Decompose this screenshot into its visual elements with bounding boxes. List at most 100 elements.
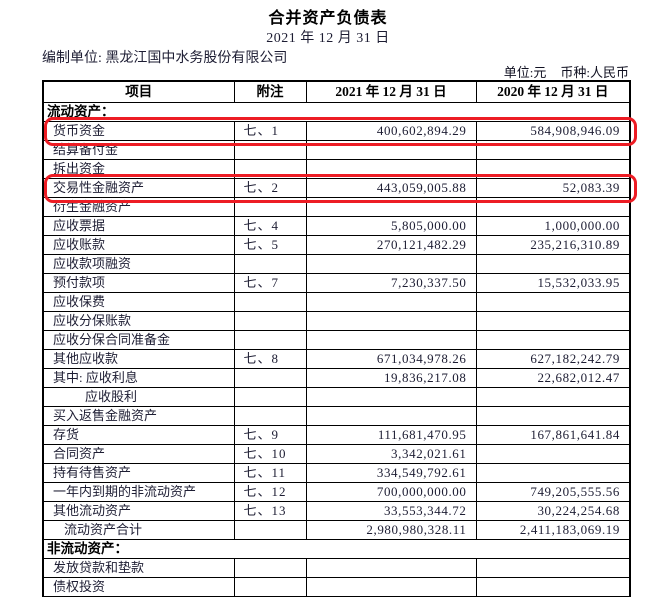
- report-date: 2021 年 12 月 31 日: [266, 31, 390, 46]
- value-2020-cell: 167,861,641.84: [475, 425, 631, 445]
- value-2021-cell: 33,553,344.72: [305, 501, 477, 521]
- value-2021-cell: 19,836,217.08: [305, 368, 477, 388]
- item-cell: 其他流动资产: [42, 501, 235, 521]
- note-cell: [233, 254, 307, 274]
- value-2021-cell: [305, 558, 477, 578]
- value-2021-cell: [305, 254, 477, 274]
- item-cell: 买入返售金融资产: [42, 406, 235, 426]
- section-header-cell: 非流动资产：: [42, 539, 631, 559]
- table-row: 预付款项 七、7 7,230,337.50 15,532,033.95: [42, 273, 631, 293]
- table-row: 交易性金融资产 七、2 443,059,005.88 52,083.39: [42, 178, 631, 198]
- table-row: 流动资产：: [42, 102, 631, 122]
- item-cell: 应收分保账款: [42, 311, 235, 331]
- note-cell: [233, 140, 307, 160]
- balance-sheet-table: 项目 附注 2021 年 12 月 31 日 2020 年 12 月 31 日 …: [42, 80, 631, 597]
- value-2020-cell: 584,908,946.09: [475, 121, 631, 141]
- table-row: 应收分保账款: [42, 311, 631, 331]
- item-cell: 发放贷款和垫款: [42, 558, 235, 578]
- page-title: 合并资产负债表: [268, 10, 388, 27]
- note-cell: [233, 330, 307, 350]
- note-cell: 七、11: [233, 463, 307, 483]
- note-cell: 七、10: [233, 444, 307, 464]
- value-2021-cell: 443,059,005.88: [305, 178, 477, 198]
- value-2021-cell: 2,980,980,328.11: [305, 520, 477, 540]
- value-2020-cell: [475, 311, 631, 331]
- value-2021-cell: [305, 159, 477, 179]
- value-2020-cell: [475, 406, 631, 426]
- note-cell: [233, 387, 307, 407]
- table-row: 拆出资金: [42, 159, 631, 179]
- currency-label: 币种:人民币: [560, 65, 629, 80]
- item-cell: 应收股利: [42, 387, 235, 407]
- item-cell: 合同资产: [42, 444, 235, 464]
- value-2020-cell: [475, 444, 631, 464]
- column-header-item: 项目: [42, 80, 235, 103]
- value-2021-cell: 5,805,000.00: [305, 216, 477, 236]
- note-cell: 七、12: [233, 482, 307, 502]
- value-2021-cell: [305, 577, 477, 597]
- table-row: 应收账款 七、5 270,121,482.29 235,216,310.89: [42, 235, 631, 255]
- value-2020-cell: 30,224,254.68: [475, 501, 631, 521]
- item-cell: 其中: 应收利息: [42, 368, 235, 388]
- item-cell: 应收款项融资: [42, 254, 235, 274]
- note-cell: [233, 197, 307, 217]
- value-2020-cell: 2,411,183,069.19: [475, 520, 631, 540]
- section-header-cell: 流动资产：: [42, 102, 631, 122]
- note-cell: 七、1: [233, 121, 307, 141]
- note-cell: [233, 292, 307, 312]
- item-cell: 应收保费: [42, 292, 235, 312]
- item-cell: 其他应收款: [42, 349, 235, 369]
- note-cell: 七、5: [233, 235, 307, 255]
- value-2020-cell: [475, 463, 631, 483]
- value-2020-cell: [475, 140, 631, 160]
- value-2021-cell: [305, 330, 477, 350]
- item-cell: 拆出资金: [42, 159, 235, 179]
- value-2020-cell: [475, 387, 631, 407]
- value-2021-cell: 3,342,021.61: [305, 444, 477, 464]
- table-row: 合同资产 七、10 3,342,021.61: [42, 444, 631, 464]
- table-row: 应收分保合同准备金: [42, 330, 631, 350]
- value-2020-cell: [475, 292, 631, 312]
- value-2020-cell: 1,000,000.00: [475, 216, 631, 236]
- item-cell: 结算备付金: [42, 140, 235, 160]
- value-2020-cell: 22,682,012.47: [475, 368, 631, 388]
- table-row: 应收保费: [42, 292, 631, 312]
- item-cell: 应收账款: [42, 235, 235, 255]
- note-cell: [233, 311, 307, 331]
- value-2020-cell: 15,532,033.95: [475, 273, 631, 293]
- note-cell: 七、9: [233, 425, 307, 445]
- company-name: 黑龙江国中水务股份有限公司: [105, 51, 288, 66]
- value-2020-cell: [475, 159, 631, 179]
- table-row: 发放贷款和垫款: [42, 558, 631, 578]
- table-header-row: 项目 附注 2021 年 12 月 31 日 2020 年 12 月 31 日: [42, 80, 631, 103]
- note-cell: 七、2: [233, 178, 307, 198]
- table-row: 一年内到期的非流动资产 七、12 700,000,000.00 749,205,555…: [42, 482, 631, 502]
- value-2021-cell: 700,000,000.00: [305, 482, 477, 502]
- value-2021-cell: 111,681,470.95: [305, 425, 477, 445]
- note-cell: [233, 558, 307, 578]
- table-row: 债权投资: [42, 577, 631, 597]
- table-row: 其他应收款 七、8 671,034,978.26 627,182,242.79: [42, 349, 631, 369]
- value-2021-cell: 671,034,978.26: [305, 349, 477, 369]
- table-row: 货币资金 七、1 400,602,894.29 584,908,946.09: [42, 121, 631, 141]
- item-cell: 应收票据: [42, 216, 235, 236]
- value-2021-cell: [305, 311, 477, 331]
- column-header-2021: 2021 年 12 月 31 日: [305, 80, 477, 103]
- table-row: 应收票据 七、4 5,805,000.00 1,000,000.00: [42, 216, 631, 236]
- value-2020-cell: 235,216,310.89: [475, 235, 631, 255]
- table-row: 其中: 应收利息 19,836,217.08 22,682,012.47: [42, 368, 631, 388]
- note-cell: [233, 159, 307, 179]
- prepared-by-line: 编制单位: 黑龙江国中水务股份有限公司: [42, 47, 287, 67]
- column-header-note: 附注: [233, 80, 307, 103]
- item-cell: 一年内到期的非流动资产: [42, 482, 235, 502]
- item-cell: 应收分保合同准备金: [42, 330, 235, 350]
- note-cell: [233, 577, 307, 597]
- table-row: 应收股利: [42, 387, 631, 407]
- value-2021-cell: [305, 197, 477, 217]
- table-row: 持有待售资产 七、11 334,549,792.61: [42, 463, 631, 483]
- unit-label: 单位:元: [503, 65, 547, 80]
- value-2020-cell: [475, 577, 631, 597]
- item-cell: 交易性金融资产: [42, 178, 235, 198]
- value-2020-cell: [475, 330, 631, 350]
- prepared-by-label: 编制单位:: [42, 51, 102, 66]
